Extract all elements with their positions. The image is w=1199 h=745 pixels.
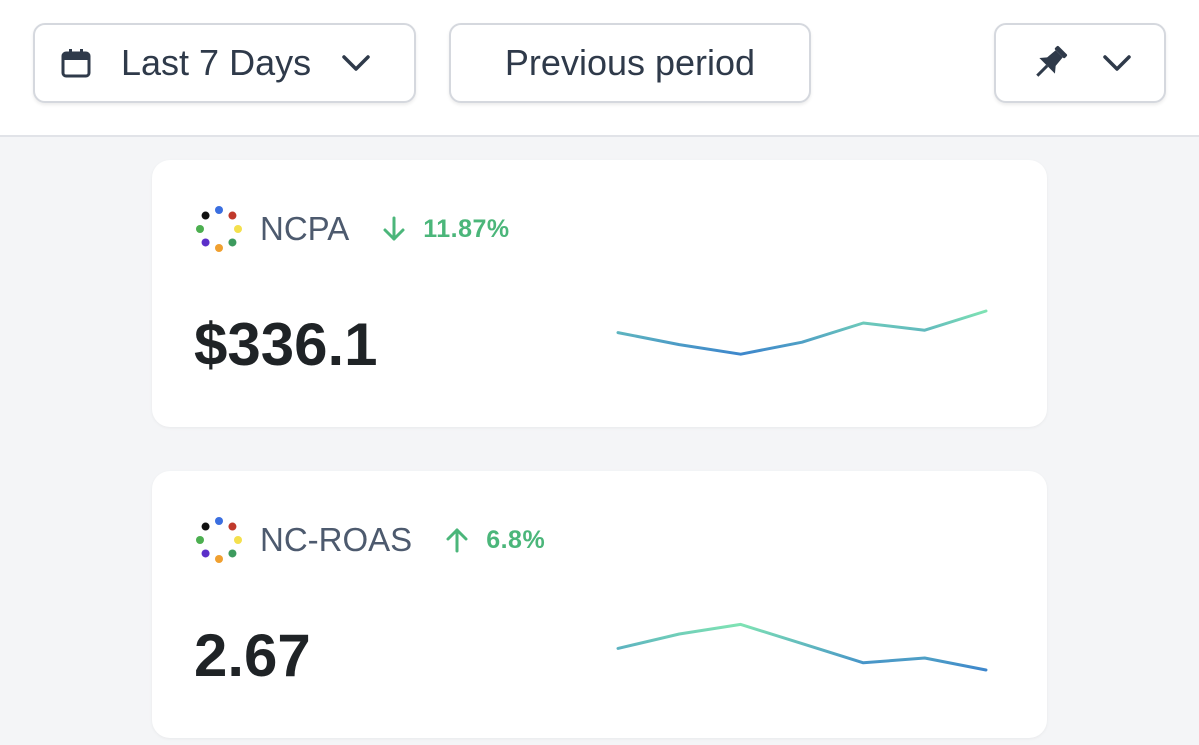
metric-change: 6.8% [486,525,546,554]
logo-dot [201,549,210,558]
metric-value: 2.67 [194,622,311,689]
brand-logo-icon [196,206,242,252]
sparkline-path [616,309,988,356]
logo-dot [215,244,223,252]
date-range-button[interactable]: Last 7 Days [33,23,416,103]
arrow-up-icon [446,528,468,553]
chevron-down-icon [342,55,370,71]
logo-dot [228,211,237,220]
logo-dot [201,211,210,220]
logo-dot [196,536,204,544]
pin-icon [1036,45,1068,77]
compare-period-label: Previous period [504,42,756,83]
metric-card-header: NCPA 11.87% [194,204,510,254]
sparkline [616,622,988,672]
logo-dot [201,522,210,531]
toolbar: Last 7 Days Previous period [0,0,1199,137]
metric-name: NC-ROAS [260,521,413,558]
pin-menu-button[interactable] [994,23,1166,103]
metric-change: 11.87% [423,214,510,243]
metric-card-ncpa[interactable]: NCPA 11.87% $336.1 [152,160,1047,427]
metric-name: NCPA [260,210,350,247]
arrow-down-icon [383,216,405,241]
sparkline-path [616,622,988,672]
logo-dot [215,206,223,214]
logo-dot [228,549,237,558]
brand-logo-icon [196,517,242,563]
logo-dot [228,522,237,531]
sparkline [616,309,988,356]
logo-dot [234,536,242,544]
metric-card-header: NC-ROAS 6.8% [194,515,545,565]
calendar-icon [61,49,91,78]
logo-dot [228,238,237,247]
logo-dot [196,225,204,233]
logo-dot [215,555,223,563]
logo-dot [201,238,210,247]
logo-dot [215,517,223,525]
compare-period-button[interactable]: Previous period [449,23,811,103]
metric-card-nc-roas[interactable]: NC-ROAS 6.8% 2.67 [152,471,1047,738]
date-range-label: Last 7 Days [121,42,312,83]
metric-value: $336.1 [194,311,378,378]
logo-dot [234,225,242,233]
chevron-down-icon [1103,55,1131,71]
